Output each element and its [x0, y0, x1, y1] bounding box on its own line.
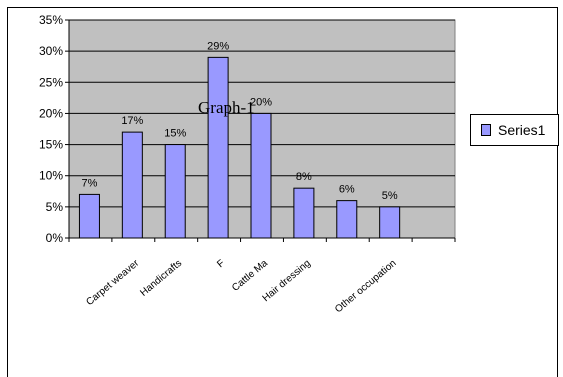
data-label: 7%: [81, 177, 97, 189]
bar: [336, 200, 358, 239]
y-tick-label: 30%: [39, 44, 63, 58]
y-tick-label: 15%: [39, 138, 63, 152]
category-label: Other occupation: [333, 258, 398, 315]
y-tick-label: 5%: [46, 200, 64, 214]
legend-label: Series1: [498, 122, 546, 138]
y-tick-label: 25%: [39, 75, 63, 89]
bar: [78, 193, 100, 239]
bar: [121, 131, 143, 239]
category-label: Handicrafts: [138, 258, 184, 299]
category-label: Carpet weaver: [84, 257, 141, 308]
category-label: F: [215, 258, 227, 270]
legend-swatch: [481, 124, 491, 136]
bar: [207, 56, 229, 239]
data-label: 15%: [164, 128, 186, 140]
y-tick-label: 0%: [46, 231, 64, 245]
bar: [250, 112, 272, 239]
chart-frame: [7, 7, 558, 377]
y-tick-label: 10%: [39, 169, 63, 183]
legend: Series1: [470, 114, 559, 146]
bar: [164, 144, 186, 239]
bar: [293, 187, 315, 239]
data-label: 6%: [339, 184, 355, 196]
category-label: Cattle Ma: [230, 258, 270, 294]
data-label: 29%: [207, 40, 229, 52]
data-label: 5%: [382, 190, 398, 202]
data-label: 17%: [121, 115, 143, 127]
data-label: 8%: [296, 171, 312, 183]
y-tick-label: 35%: [39, 13, 63, 27]
y-tick-label: 20%: [39, 106, 63, 120]
data-label: 20%: [250, 96, 272, 108]
chart-title: Graph-1: [198, 98, 255, 117]
bar: [379, 206, 401, 239]
